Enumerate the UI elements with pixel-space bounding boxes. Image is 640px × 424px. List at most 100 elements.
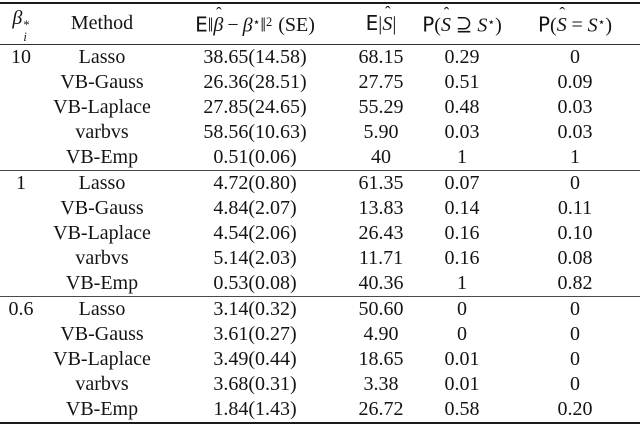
cell-mse: 27.85(24.65) [203, 95, 307, 118]
beta-symbol: β [12, 7, 23, 29]
header-cell-p-equal: P(S ˆ = S⋆) [510, 3, 640, 44]
table-row: VB-Laplace 4.54(2.06) 26.43 0.16 0.10 [0, 221, 640, 246]
table-row: varbvs 5.14(2.03) 11.71 0.16 0.08 [0, 246, 640, 271]
cell-p-equal: 0.11 [557, 196, 593, 219]
open-paren: ( [550, 14, 557, 37]
close-paren: ) [605, 14, 613, 37]
cell-esize: 40.36 [358, 271, 404, 294]
cell-mse: 1.84(1.43) [213, 397, 297, 420]
cell-method: VB-Emp [65, 271, 139, 294]
beta-star-base: β [242, 14, 253, 37]
cell-esize: 61.35 [358, 171, 404, 194]
cell-p-equal: 0 [570, 322, 580, 345]
cell-p-equal: 0 [570, 297, 580, 320]
table-row: 0.6 Lasso 3.14(0.32) 50.60 0 0 [0, 296, 640, 322]
table-row: VB-Laplace 27.85(24.65) 55.29 0.48 0.03 [0, 95, 640, 120]
cell-esize: 26.72 [358, 397, 404, 420]
table-row: varbvs 58.56(10.63) 5.90 0.03 0.03 [0, 120, 640, 145]
cell-mse: 3.49(0.44) [213, 347, 297, 370]
group-beta-0.6: 0.6 Lasso 3.14(0.32) 50.60 0 0 VB-Gauss … [0, 296, 640, 423]
cell-p-equal: 0.03 [557, 95, 593, 118]
abs-bar-open: | [378, 12, 383, 35]
table-row: VB-Laplace 3.49(0.44) 18.65 0.01 0 [0, 347, 640, 372]
cell-method: VB-Gauss [60, 70, 144, 93]
cell-p-superset: 0.16 [444, 246, 480, 269]
cell-beta-group: 10 [11, 45, 31, 68]
cell-beta-group [0, 145, 42, 171]
superset-relation: ⊇ [455, 14, 473, 37]
cell-p-equal: 0 [570, 171, 580, 194]
cell-mse: 3.68(0.31) [213, 372, 297, 395]
cell-mse: 26.36(28.51) [203, 70, 307, 93]
cell-mse: 5.14(2.03) [213, 246, 297, 269]
cell-p-superset: 0.01 [444, 372, 480, 395]
abs-bar-close: | [392, 12, 397, 35]
cell-p-equal: 0.09 [557, 70, 593, 93]
cell-p-superset: 0.58 [444, 397, 480, 420]
s-star-base: S [587, 14, 598, 37]
cell-mse: 3.14(0.32) [213, 297, 297, 320]
cell-esize: 4.90 [363, 322, 399, 345]
cell-method: VB-Gauss [60, 196, 144, 219]
table-row: VB-Emp 0.53(0.08) 40.36 1 0.82 [0, 271, 640, 297]
cell-mse: 0.53(0.08) [213, 271, 297, 294]
table-row: varbvs 3.68(0.31) 3.38 0.01 0 [0, 372, 640, 397]
cell-p-equal: 0.20 [557, 397, 593, 420]
open-paren: ( [434, 14, 441, 37]
cell-beta-group [0, 70, 42, 95]
cell-esize: 18.65 [358, 347, 404, 370]
cell-p-equal: 0 [570, 45, 580, 68]
cell-beta-group: 1 [16, 171, 26, 194]
cell-p-equal: 0.03 [557, 120, 593, 143]
cell-method: Lasso [78, 45, 126, 68]
cell-beta-group [0, 246, 42, 271]
cell-p-superset: 0 [457, 297, 467, 320]
cell-esize: 5.90 [363, 120, 399, 143]
table-row: VB-Emp 0.51(0.06) 40 1 1 [0, 145, 640, 171]
cell-p-equal: 0.10 [557, 221, 593, 244]
cell-esize: 13.83 [358, 196, 404, 219]
cell-p-superset: 0.01 [444, 347, 480, 370]
beta-superscript: * [23, 18, 30, 33]
cell-esize: 27.75 [358, 70, 404, 93]
cell-p-superset: 0.51 [444, 70, 480, 93]
cell-p-superset: 1 [457, 271, 467, 294]
cell-beta-group [0, 347, 42, 372]
cell-p-superset: 0.14 [444, 196, 480, 219]
norm-open: ‖ [207, 14, 214, 37]
cell-beta-group [0, 372, 42, 397]
hat-accent: ˆ [443, 4, 450, 24]
beta-subscript: i [23, 29, 27, 44]
cell-esize: 68.15 [358, 45, 404, 68]
close-paren: ) [495, 14, 502, 37]
header-row: β * i Method E‖β ˆ − β⋆‖2 (SE) E|S ˆ | P(S ˆ ⊇ S⋆) … [0, 3, 640, 44]
cell-esize: 3.38 [363, 372, 399, 395]
beta-supsub: * i [23, 18, 30, 44]
table-header: β * i Method E‖β ˆ − β⋆‖2 (SE) E|S ˆ | P(S ˆ ⊇ S⋆) … [0, 3, 640, 45]
equals-relation: = [571, 14, 583, 37]
cell-method: VB-Emp [65, 397, 139, 420]
star-superscript: ⋆ [252, 14, 261, 29]
table-row: 10 Lasso 38.65(14.58) 68.15 0.29 0 [0, 44, 640, 70]
table-row: 1 Lasso 4.72(0.80) 61.35 0.07 0 [0, 170, 640, 196]
hat-accent: ˆ [559, 4, 565, 24]
header-cell-esize: E|S ˆ | [348, 3, 414, 44]
cell-method: varbvs [75, 120, 129, 143]
cell-p-superset: 0.16 [444, 221, 480, 244]
cell-mse: 38.65(14.58) [203, 45, 307, 68]
cell-method: VB-Gauss [60, 322, 144, 345]
cell-method: Lasso [78, 297, 126, 320]
cell-method: VB-Laplace [53, 347, 151, 370]
cell-p-superset: 0.03 [444, 120, 480, 143]
cell-p-equal: 0 [570, 372, 580, 395]
table-row: VB-Gauss 3.61(0.27) 4.90 0 0 [0, 322, 640, 347]
cell-p-equal: 0 [570, 347, 580, 370]
cell-p-superset: 0 [457, 322, 467, 345]
cell-p-superset: 0.07 [444, 171, 480, 194]
header-cell-p-superset: P(S ˆ ⊇ S⋆) [414, 3, 510, 44]
cell-p-equal: 0.08 [557, 246, 593, 269]
cell-p-equal: 0.82 [557, 271, 593, 294]
cell-beta-group [0, 397, 42, 423]
